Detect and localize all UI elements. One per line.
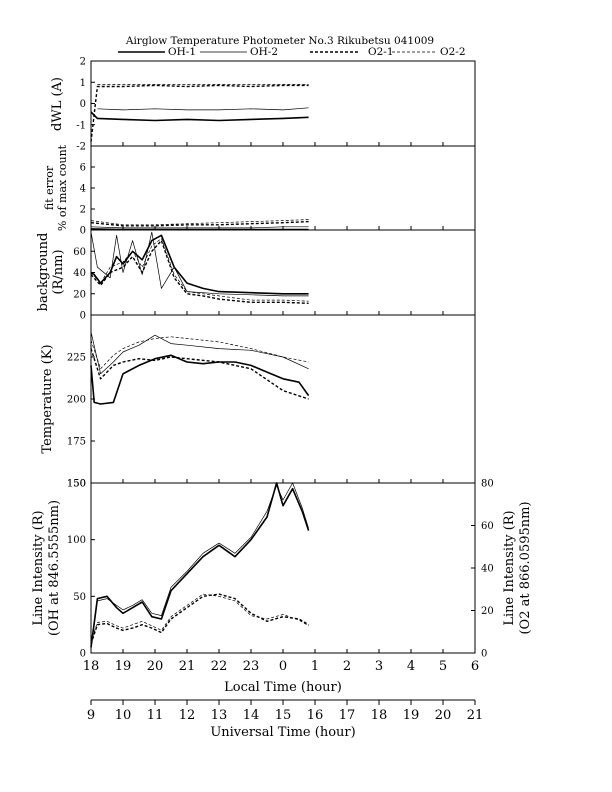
ytick-label: 100 [67, 535, 86, 546]
ytick-label: 0 [80, 311, 86, 322]
series-line-oh-2 [90, 226, 309, 229]
local-time-tick-label: 20 [147, 659, 164, 674]
ut-tick-label: 13 [211, 708, 228, 723]
panel-background-ylabel-2: (R/nm) [51, 249, 66, 294]
ut-tick-label: 18 [371, 708, 388, 723]
ut-tick-label: 17 [339, 708, 356, 723]
ytick-label: 20 [73, 289, 86, 300]
ytick-label: 0 [80, 99, 86, 110]
ut-tick-label: 10 [115, 708, 132, 723]
ytick-label: 50 [73, 592, 86, 603]
series-line-o2-1 [90, 84, 309, 142]
local-time-tick-label: 2 [343, 659, 351, 674]
ut-tick-label: 20 [435, 708, 452, 723]
panel-temperature-ylabel: Temperature (K) [40, 344, 55, 453]
series-line-oh-2 [90, 231, 309, 297]
series-line-o2-2 [90, 219, 309, 226]
series-line-oh-1 [90, 354, 310, 405]
panel-intensity-right-ylabel: Line Intensity (R) [502, 510, 517, 625]
local-time-tick-label: 4 [407, 659, 415, 674]
panel-fit-error-frame [90, 145, 476, 231]
series-line-oh-1 [90, 482, 310, 648]
ytick-label: 225 [67, 353, 86, 364]
ut-tick-label: 9 [87, 708, 95, 723]
local-time-tick-label: 22 [211, 659, 228, 674]
ytick-label: 6 [80, 163, 86, 174]
ut-tick-label: 11 [147, 708, 164, 723]
ut-tick-label: 16 [307, 708, 324, 723]
series-line-o2-1 [90, 593, 309, 645]
local-time-tick-label: 21 [179, 659, 196, 674]
local-time-tick-label: 18 [83, 659, 100, 674]
ytick-label: 150 [67, 479, 86, 490]
series-line-o2-2 [90, 238, 309, 302]
ut-tick-label: 15 [275, 708, 292, 723]
series-line-oh-2 [97, 107, 309, 111]
ytick-label: 2 [80, 57, 86, 68]
ut-tick-label: 14 [243, 708, 260, 723]
ut-tick-label: 21 [467, 708, 484, 723]
ytick-label: 0 [80, 226, 86, 237]
panel-intensity-ylabel: Line Intensity (R) [31, 510, 46, 625]
universal-time-label: Universal Time (hour) [210, 725, 355, 740]
ut-tick-label: 12 [179, 708, 196, 723]
ytick-right-label: 20 [481, 606, 494, 617]
ytick-label: 150 [67, 479, 86, 490]
panel-background-ylabel: background [36, 233, 51, 312]
legend-label-oh1: OH-1 [168, 46, 196, 58]
local-time-tick-label: 3 [375, 659, 383, 674]
figure-title: Airglow Temperature Photometer No.3 Riku… [125, 35, 434, 47]
local-time-tick-label: 23 [243, 659, 260, 674]
ytick-label: 40 [73, 268, 86, 279]
local-time-label: Local Time (hour) [224, 680, 342, 695]
ytick-right-label: 40 [481, 564, 494, 575]
panel-intensity-right-ylabel-2: (O2 at 866.0595nm) [518, 501, 533, 634]
series-line-oh-1 [90, 111, 309, 122]
ytick-right-label: 60 [481, 521, 494, 532]
ytick-label: -1 [76, 120, 86, 131]
panel-fit-error-ylabel: fit error [43, 165, 56, 210]
panel-intensity-frame [90, 482, 476, 654]
series-line-o2-1 [90, 348, 309, 400]
series-line-oh-1 [90, 234, 309, 295]
ytick-label: 200 [67, 395, 86, 406]
series-line-oh-1 [90, 228, 309, 231]
ytick-label: 1 [80, 78, 86, 89]
legend-label-oh2: OH-2 [250, 46, 278, 58]
local-time-tick-label: 1 [311, 659, 319, 674]
series-line-o2-1 [90, 220, 309, 227]
legend-label-o22: O2-2 [440, 46, 466, 58]
series-line-o2-2 [90, 593, 309, 642]
panel-fit-error-ylabel-2: % of max count [56, 144, 69, 231]
legend: OH-1 OH-2 O2-1 O2-2 [118, 46, 466, 58]
local-time-tick-label: 5 [439, 659, 447, 674]
ytick-label: 175 [67, 437, 86, 448]
ytick-label: 4 [80, 184, 86, 195]
ytick-label: 0 [80, 649, 86, 660]
ytick-right-label: 80 [481, 479, 494, 490]
ut-tick-label: 19 [403, 708, 420, 723]
chart-marks: 210-1-2642060402002252001751501501005008… [67, 57, 494, 724]
local-time-tick-label: 0 [279, 659, 287, 674]
series-line-o2-2 [90, 336, 309, 370]
series-line-oh-2 [90, 482, 309, 650]
ytick-label: 60 [73, 247, 86, 258]
ytick-label: -2 [76, 142, 86, 153]
series-line-oh-2 [90, 331, 309, 375]
ytick-right-label: 0 [481, 649, 487, 660]
panel-intensity-ylabel-2: (OH at 846.5555nm) [47, 500, 62, 636]
ytick-label: 2 [80, 205, 86, 216]
local-time-tick-label: 19 [115, 659, 132, 674]
legend-label-o21: O2-1 [368, 46, 394, 58]
panel-dwl-frame [90, 60, 476, 147]
panel-dwl-ylabel: dWL (A) [50, 77, 65, 131]
local-time-tick-label: 6 [471, 659, 479, 674]
